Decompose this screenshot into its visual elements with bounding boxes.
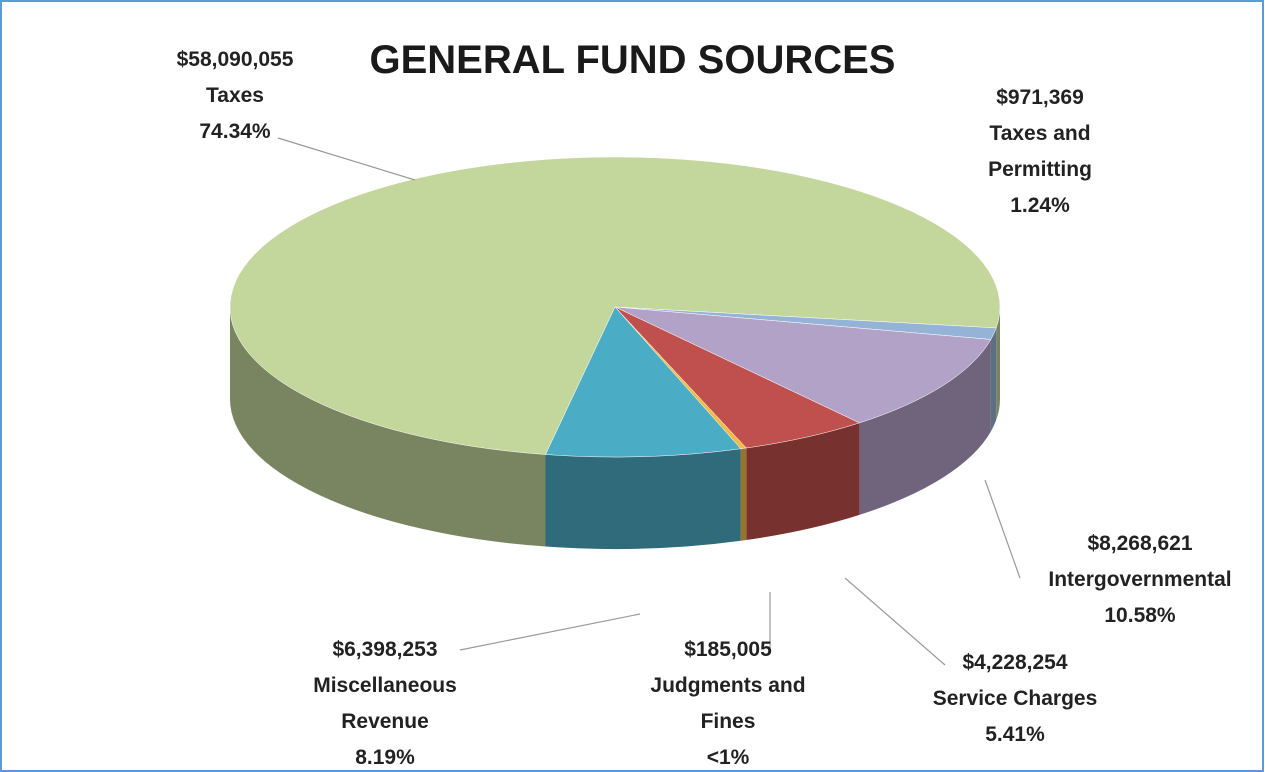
- slice: [229, 156, 1001, 455]
- percent-label: 1.24%: [1010, 194, 1070, 217]
- leader-line: [844, 577, 946, 666]
- value-label: $4,228,254: [962, 651, 1068, 674]
- percent-label: <1%: [706, 746, 750, 769]
- slice-side: [990, 327, 997, 432]
- value-label: $8,268,621: [1087, 532, 1193, 555]
- slice-label: $971,369 Taxes and Permitting 1.24%: [965, 80, 1115, 224]
- slice-label: $4,228,254 Service Charges 5.41%: [905, 645, 1125, 753]
- slice-label: $8,268,621 Intergovernmental 10.58%: [1010, 526, 1265, 634]
- category-label: Intergovernmental: [1048, 568, 1232, 591]
- category-label: Taxes: [206, 84, 264, 107]
- category-label: Taxes and Permitting: [988, 122, 1092, 181]
- category-label: Judgments and Fines: [650, 674, 806, 733]
- slice-side: [230, 307, 546, 547]
- value-label: $185,005: [684, 638, 772, 661]
- leader-line: [459, 613, 641, 651]
- slice-side: [746, 422, 860, 541]
- chart-title: GENERAL FUND SOURCES: [369, 38, 896, 82]
- percent-label: 5.41%: [985, 723, 1045, 746]
- percent-label: 74.34%: [199, 120, 271, 143]
- slice: [614, 306, 992, 424]
- leader-line: [277, 137, 416, 181]
- slice-side: [996, 307, 1000, 420]
- value-label: $58,090,055: [176, 48, 294, 71]
- slice: [545, 306, 742, 458]
- category-label: Miscellaneous Revenue: [313, 674, 457, 733]
- category-label: Service Charges: [932, 687, 1098, 710]
- leader-line: [984, 479, 1021, 579]
- percent-label: 10.58%: [1104, 604, 1176, 627]
- slice-side: [545, 448, 741, 549]
- value-label: $971,369: [996, 86, 1084, 109]
- value-label: $6,398,253: [332, 638, 438, 661]
- slice-label: $185,005 Judgments and Fines <1%: [648, 632, 808, 772]
- slice-side: [859, 339, 991, 515]
- slice: [614, 306, 861, 449]
- slice-side: [740, 448, 747, 541]
- slice-label: $6,398,253 Miscellaneous Revenue 8.19%: [285, 632, 485, 772]
- slice-label: $58,090,055 Taxes 74.34%: [135, 42, 335, 150]
- percent-label: 8.19%: [355, 746, 415, 769]
